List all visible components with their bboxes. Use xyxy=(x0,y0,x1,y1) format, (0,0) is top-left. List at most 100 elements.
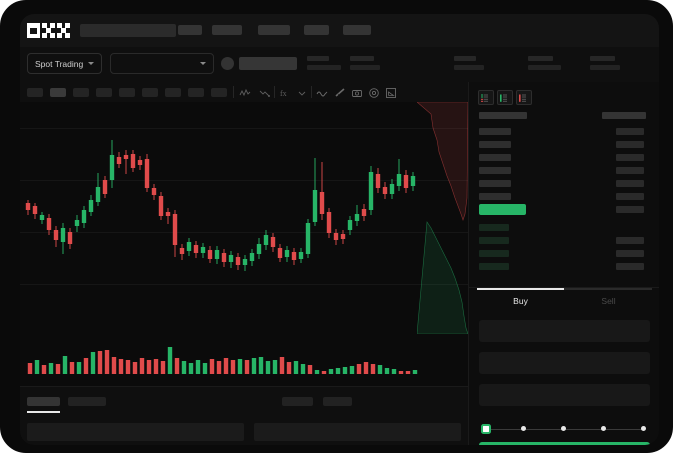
nav-item-0[interactable] xyxy=(178,25,202,35)
best-bid-amount xyxy=(616,206,644,213)
ask-row-amount xyxy=(616,154,644,161)
orders-action-0[interactable] xyxy=(282,397,313,406)
market-stat-4 xyxy=(590,56,620,70)
ask-row-amount xyxy=(616,167,644,174)
ask-row-price[interactable] xyxy=(479,193,511,200)
timeframe-button-2[interactable] xyxy=(73,88,89,97)
bid-row-price[interactable] xyxy=(479,250,509,257)
candlestick-series xyxy=(25,140,416,271)
market-stat-2 xyxy=(454,56,484,70)
chart-gridline xyxy=(20,128,468,129)
amount-slider[interactable] xyxy=(481,423,648,435)
slider-stop-50[interactable] xyxy=(561,426,566,431)
panel-divider xyxy=(469,287,659,288)
line-chart-icon[interactable] xyxy=(239,87,251,99)
nav-item-4[interactable] xyxy=(343,25,371,35)
volume-series xyxy=(27,347,418,374)
fullscreen-icon[interactable] xyxy=(385,87,397,99)
chevron-down-icon[interactable] xyxy=(296,87,308,99)
volume-chart xyxy=(20,334,468,386)
orderbook-header-price xyxy=(479,112,527,119)
orderbook-both-icon[interactable] xyxy=(478,90,494,105)
orders-row-0 xyxy=(27,423,244,441)
slider-handle[interactable] xyxy=(481,424,491,434)
orders-tab-0[interactable] xyxy=(27,397,60,406)
trading-mode-selector[interactable]: Spot Trading xyxy=(27,53,103,74)
slider-stop-75[interactable] xyxy=(601,426,606,431)
tab-sell[interactable]: Sell xyxy=(601,296,616,306)
chevron-down-icon xyxy=(200,62,206,65)
app-screen: Spot Trading xyxy=(20,14,659,445)
chart-gridline xyxy=(20,284,468,285)
submit-order-button[interactable] xyxy=(479,442,650,445)
timeframe-button-0[interactable] xyxy=(27,88,43,97)
ask-row-amount xyxy=(616,128,644,135)
bid-row-price[interactable] xyxy=(479,263,509,270)
active-tab-indicator xyxy=(477,288,564,290)
toolbar-divider xyxy=(274,86,275,98)
buy-sell-tabs: Buy Sell xyxy=(469,288,659,314)
ask-row-price[interactable] xyxy=(479,167,511,174)
nav-item-1[interactable] xyxy=(212,25,242,35)
ask-row-price[interactable] xyxy=(479,180,511,187)
settings-icon[interactable] xyxy=(368,87,380,99)
total-input[interactable] xyxy=(479,384,650,406)
timeframe-button-3[interactable] xyxy=(96,88,112,97)
chart-gridline xyxy=(20,232,468,233)
orders-action-1[interactable] xyxy=(323,397,352,406)
market-stat-0 xyxy=(307,56,341,70)
orders-row-1 xyxy=(254,423,461,441)
ask-row-amount xyxy=(616,141,644,148)
timeframe-button-8[interactable] xyxy=(211,88,227,97)
nav-item-2[interactable] xyxy=(258,25,290,35)
tab-track xyxy=(477,288,652,290)
trading-pair-select[interactable] xyxy=(110,53,214,74)
timeframe-button-5[interactable] xyxy=(142,88,158,97)
trend-line-icon[interactable] xyxy=(259,87,271,99)
bid-row-amount xyxy=(616,237,644,244)
nav-search-input[interactable] xyxy=(80,24,176,37)
chevron-down-icon xyxy=(88,62,95,65)
pair-avatar xyxy=(221,57,234,70)
best-bid-highlight[interactable] xyxy=(479,204,526,215)
orderbook-asks-icon[interactable] xyxy=(516,90,532,105)
slider-stop-25[interactable] xyxy=(521,426,526,431)
svg-text:fx: fx xyxy=(280,89,287,98)
okx-logo-icon[interactable] xyxy=(27,23,70,38)
trading-mode-label: Spot Trading xyxy=(35,58,84,69)
orders-tab-1[interactable] xyxy=(68,397,106,406)
timeframe-button-4[interactable] xyxy=(119,88,135,97)
indicator-icon[interactable]: fx xyxy=(279,87,291,99)
bid-row-price[interactable] xyxy=(479,224,509,231)
orderbook-header-amount xyxy=(602,112,646,119)
market-depth-overlay xyxy=(417,102,468,334)
ask-row-amount xyxy=(616,180,644,187)
orderbook-bids-icon[interactable] xyxy=(497,90,513,105)
chart-gridline xyxy=(20,180,468,181)
slider-stop-100[interactable] xyxy=(641,426,646,431)
market-info-bar: Spot Trading xyxy=(20,47,659,82)
active-tab-indicator xyxy=(27,411,60,413)
ask-row-amount xyxy=(616,193,644,200)
orderbook-panel: Buy Sell xyxy=(468,82,659,445)
nav-item-3[interactable] xyxy=(304,25,329,35)
ask-row-price[interactable] xyxy=(479,141,511,148)
amount-input[interactable] xyxy=(479,352,650,374)
toolbar-divider xyxy=(311,86,312,98)
camera-icon[interactable] xyxy=(351,87,363,99)
last-price-display xyxy=(239,57,297,70)
bid-row-amount xyxy=(616,263,644,270)
wave-icon[interactable] xyxy=(316,87,328,99)
top-navigation-bar xyxy=(20,14,659,47)
tab-buy[interactable]: Buy xyxy=(513,296,528,306)
ask-row-price[interactable] xyxy=(479,154,511,161)
timeframe-button-6[interactable] xyxy=(165,88,181,97)
timeframe-button-1[interactable] xyxy=(50,88,66,97)
price-input[interactable] xyxy=(479,320,650,342)
ruler-icon[interactable] xyxy=(334,87,346,99)
bid-row-price[interactable] xyxy=(479,237,509,244)
ask-row-price[interactable] xyxy=(479,128,511,135)
timeframe-button-7[interactable] xyxy=(188,88,204,97)
bid-row-amount xyxy=(616,250,644,257)
